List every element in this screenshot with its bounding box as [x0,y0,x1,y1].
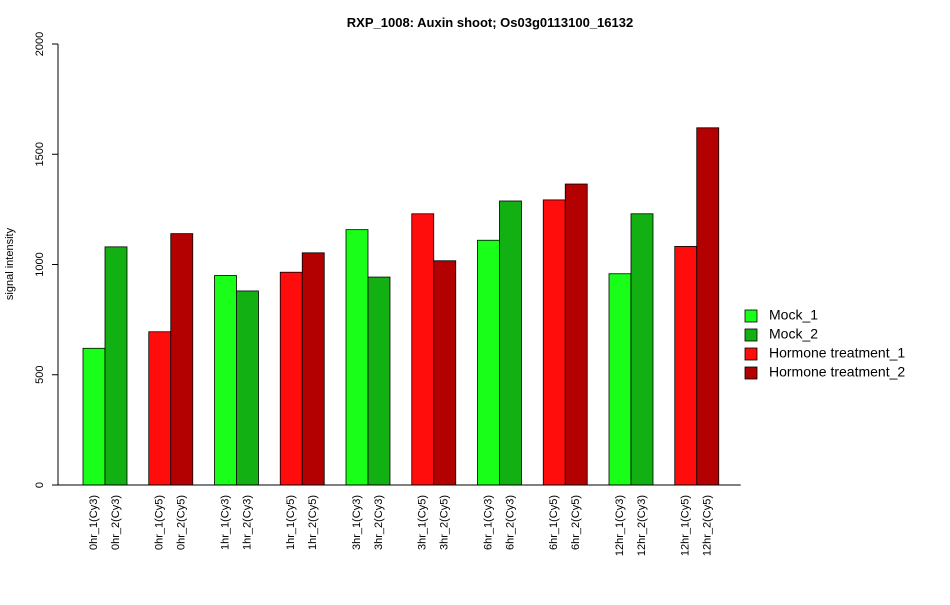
bar [148,331,172,486]
bar [236,290,259,486]
x-tick-label: 0hr_1(Cy3) [88,495,100,550]
x-tick-label: 6hr_1(Cy3) [482,495,494,550]
x-tick-label: 0hr_2(Cy3) [110,495,122,550]
x-tick-label: 1hr_1(Cy3) [219,495,231,550]
bar [279,271,303,486]
legend-swatch [744,347,758,361]
bar-group [82,127,720,486]
y-axis-label: signal intensity [4,227,16,300]
legend-swatch [744,309,758,323]
legend-swatch [744,328,758,342]
x-tick-label: 12hr_2(Cy5) [702,495,714,556]
x-tick-label: 3hr_1(Cy3) [351,495,363,550]
bar [630,213,654,486]
x-tick-label: 12hr_2(Cy3) [636,495,648,556]
bar [608,273,632,486]
x-tick-label: 1hr_2(Cy3) [241,495,253,550]
x-tick-label: 12hr_1(Cy3) [614,495,626,556]
x-tick-label: 3hr_2(Cy3) [373,495,385,550]
bar [170,233,194,486]
x-tick-label: 3hr_2(Cy5) [439,495,451,550]
bar [411,213,435,486]
bar [499,200,522,486]
bar [82,347,106,486]
x-tick-label: 12hr_1(Cy5) [680,495,692,556]
legend-label: Mock_1 [769,307,818,323]
bar [345,229,369,486]
y-axis: 0 500 1000 1500 2000 [34,32,59,488]
y-tick-label: 1500 [34,142,46,166]
x-tick-labels: 0hr_1(Cy3) 0hr_2(Cy3) 0hr_1(Cy5) 0hr_2(Cy5)… [88,495,714,556]
y-tick-label: 500 [34,366,46,384]
legend-label: Hormone treatment_1 [769,345,905,361]
x-tick-label: 3hr_1(Cy5) [417,495,429,550]
x-tick-label: 1hr_1(Cy5) [285,495,297,550]
bar [696,127,720,486]
bar [433,260,457,486]
y-tick-label: 2000 [34,32,46,56]
legend-label: Hormone treatment_2 [769,364,905,380]
legend-label: Mock_2 [769,326,818,342]
bar [214,275,237,486]
bar [301,252,325,486]
bar [564,183,588,486]
chart-title: RXP_1008: Auxin shoot; Os03g0113100_1613… [347,15,633,30]
x-tick-label: 0hr_1(Cy5) [154,495,166,550]
x-tick-label: 6hr_2(Cy3) [504,495,516,550]
x-tick-label: 1hr_2(Cy5) [307,495,319,550]
bar [104,246,128,486]
bar [477,239,500,486]
x-tick-label: 6hr_1(Cy5) [548,495,560,550]
bar [367,276,391,486]
bar [674,246,698,486]
x-tick-label: 0hr_2(Cy5) [176,495,188,550]
legend: Mock_1 Mock_2 Hormone treatment_1 Hormone t… [744,307,905,380]
bar [542,199,566,486]
y-tick-label: 1000 [34,252,46,276]
legend-swatch [744,366,758,380]
x-tick-label: 6hr_2(Cy5) [570,495,582,550]
y-tick-label: 0 [34,482,46,488]
